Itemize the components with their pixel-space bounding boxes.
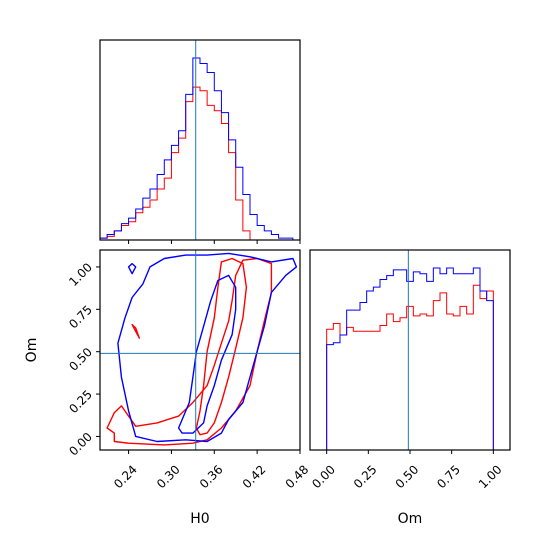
h0-x-tick-label: 0.42 [240, 462, 269, 491]
h0-histogram-panel [99, 39, 301, 244]
om-x-tick-label: 1.00 [476, 462, 505, 491]
om-y-tick-label: 0.50 [66, 345, 95, 374]
om-x-tick-label: 0.25 [351, 462, 380, 491]
h0-om-contour-panel: 0.24 0.30 0.36 0.42 0.48 0.00 0.25 0.50 0.75 1.0… [24, 249, 312, 527]
om-hist-blue-series [326, 267, 494, 450]
om-y-tick-label: 0.75 [66, 303, 95, 332]
h0-x-tick-label: 0.24 [111, 462, 140, 491]
h0-histogram-frame [99, 39, 301, 241]
contour-red-inner [195, 257, 248, 436]
contour-blue-outer [117, 252, 298, 443]
om-y-tick-label: 0.00 [66, 430, 95, 459]
om-x-tick-label: 0.50 [393, 462, 422, 491]
h0-x-tick-label: 0.48 [283, 462, 312, 491]
om-histogram-panel: 0.00 0.25 0.50 0.75 1.00 Om [309, 249, 511, 527]
om-x-tick-label: 0.00 [309, 462, 338, 491]
x-axis-label-om: Om [398, 511, 423, 527]
y-axis-label-om: Om [24, 338, 40, 363]
h0-x-tick-label: 0.36 [197, 462, 226, 491]
h0-hist-blue-series [100, 57, 300, 240]
om-x-tick-label: 0.75 [434, 462, 463, 491]
contour-blue-fragment [127, 262, 137, 275]
contour-frame [99, 249, 301, 451]
h0-hist-red-series [100, 86, 300, 240]
contour-red-fragment [131, 323, 141, 339]
om-hist-red-series [326, 284, 494, 450]
om-y-tick-label: 1.00 [66, 260, 95, 289]
x-axis-label-h0: H0 [190, 511, 209, 527]
h0-x-tick-label: 0.30 [154, 462, 183, 491]
om-y-tick-label: 0.25 [66, 387, 95, 416]
